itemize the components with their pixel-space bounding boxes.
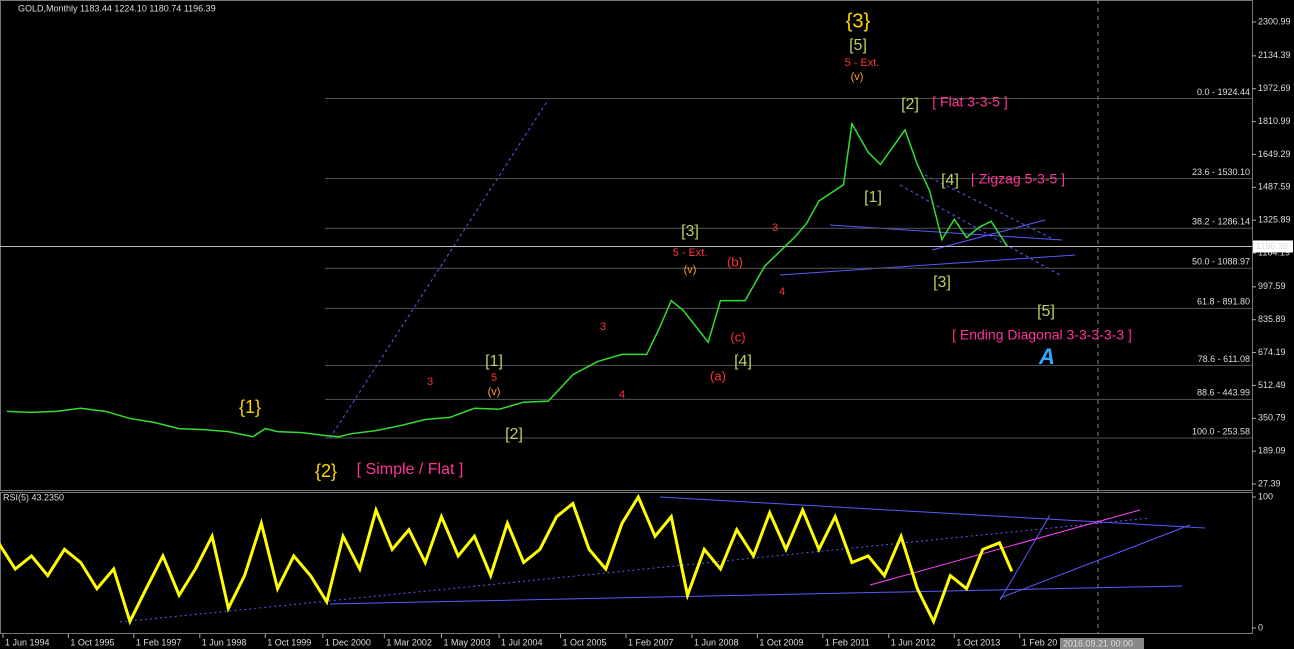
wave-label: (v) (684, 264, 697, 276)
fib-label: 61.8 - 891.80 (1197, 297, 1250, 307)
x-tick-label: 1 Feb 2011 (825, 637, 870, 647)
wave-label: 3 (427, 376, 433, 388)
wave-label: A (1038, 344, 1055, 369)
y-tick-label: 1487.59 (1258, 182, 1291, 192)
wave-label: (b) (727, 254, 743, 269)
wave-label: (v) (488, 386, 501, 398)
y-tick-label: 350.79 (1258, 413, 1286, 423)
x-tick-label: 1 Oct 1999 (267, 637, 311, 647)
wave-label: [4] (941, 172, 959, 189)
wave-label: (a) (710, 368, 726, 383)
fib-label: 100.0 - 253.58 (1192, 426, 1250, 436)
y-tick-label: 2134.39 (1258, 50, 1291, 60)
wave-label: [4] (734, 353, 752, 370)
chart-title: GOLD,Monthly 1183.44 1224.10 1180.74 119… (18, 3, 216, 13)
y-tick-label: 674.19 (1258, 347, 1286, 357)
x-tick-label: 1 Oct 2005 (563, 637, 607, 647)
x-tick-label: 1 Dec 2000 (325, 637, 371, 647)
x-tick-label: 1 Jun 1998 (202, 637, 247, 647)
y-tick-label: 189.09 (1258, 446, 1286, 456)
wave-label: [3] (681, 223, 699, 240)
y-tick-label: 1810.99 (1258, 116, 1291, 126)
x-tick-label: 1 Oct 2009 (759, 637, 803, 647)
x-tick-label: 1 Jun 2008 (694, 637, 739, 647)
wave-label: [ Ending Diagonal 3-3-3-3-3 ] (952, 327, 1132, 343)
wave-label: {1} (239, 397, 261, 417)
y-tick-label: 835.89 (1258, 314, 1286, 324)
wave-label: [1] (864, 189, 882, 206)
wave-label: (v) (851, 71, 864, 83)
wave-label: (c) (730, 329, 745, 344)
y-tick-label: 1325.89 (1258, 215, 1291, 225)
wave-label: [2] (901, 96, 919, 113)
wave-label: {2} (315, 461, 337, 481)
y-tick-label: 2300.99 (1258, 16, 1291, 26)
y-tick-label: 0 (1258, 622, 1263, 632)
fib-label: 50.0 - 1088.97 (1192, 257, 1250, 267)
rsi-line (0, 493, 1014, 626)
fib-label: 78.6 - 611.08 (1198, 354, 1250, 364)
x-tick-label: 1 Mar 2002 (386, 637, 432, 647)
y-tick-label: 997.59 (1258, 281, 1286, 291)
wave-label: [5] (1037, 303, 1055, 320)
wave-label: 5 - Ext. (673, 247, 708, 259)
wave-label: 5 (491, 372, 497, 384)
wave-label: [ Flat 3-3-5 ] (932, 94, 1007, 110)
fib-label: 23.6 - 1530.10 (1192, 167, 1250, 177)
y-tick-label: 27.39 (1258, 478, 1281, 488)
wave-label: [ Simple / Flat ] (357, 461, 464, 478)
last-price-box (1253, 240, 1293, 253)
last-price-label: 1196.39 (1256, 241, 1288, 251)
x-tick-label: 1 Feb 2007 (628, 637, 674, 647)
price-frame (0, 0, 1253, 491)
x-tick-label: 1 Jun 2012 (891, 637, 936, 647)
y-tick-label: 1972.69 (1258, 83, 1291, 93)
rsi-frame (0, 492, 1253, 634)
wave-label: [5] (849, 37, 867, 54)
wave-label: [1] (485, 353, 503, 370)
wave-label: 3 (772, 222, 778, 234)
wave-label: 5 - Ext. (845, 57, 880, 69)
wave-label: {3} (846, 10, 871, 32)
wave-label: 4 (779, 286, 785, 298)
x-tick-label: 1 Feb 20 (1022, 637, 1058, 647)
cursor-label: 2016.09.21 00:00 (1063, 638, 1133, 648)
x-tick-label: 1 May 2003 (443, 637, 490, 647)
x-tick-label: 1 Oct 1995 (70, 637, 114, 647)
x-tick-label: 1 Feb 1997 (136, 637, 182, 647)
cursor-box (1060, 638, 1144, 649)
y-tick-label: 512.49 (1258, 380, 1286, 390)
x-tick-label: 1 Jul 2004 (501, 637, 543, 647)
x-tick-label: 1 Jun 1994 (5, 637, 50, 647)
fib-label: 38.2 - 1286.14 (1192, 217, 1250, 227)
x-tick-label: 1 Oct 2013 (956, 637, 1000, 647)
y-tick-label: 1649.29 (1258, 149, 1291, 159)
rsi-title: RSI(5) 43.2350 (3, 492, 64, 502)
wave-label: 3 (600, 321, 606, 333)
price-line (6, 121, 1009, 438)
wave-label: [2] (505, 426, 523, 443)
wave-label: [3] (933, 274, 951, 291)
fib-label: 88.6 - 443.99 (1197, 388, 1250, 398)
wave-label: 4 (619, 389, 625, 401)
fib-label: 0.0 - 1924.44 (1197, 87, 1250, 97)
y-tick-label: 100 (1258, 491, 1273, 501)
wave-label: [ Zigzag 5-3-5 ] (971, 171, 1065, 187)
